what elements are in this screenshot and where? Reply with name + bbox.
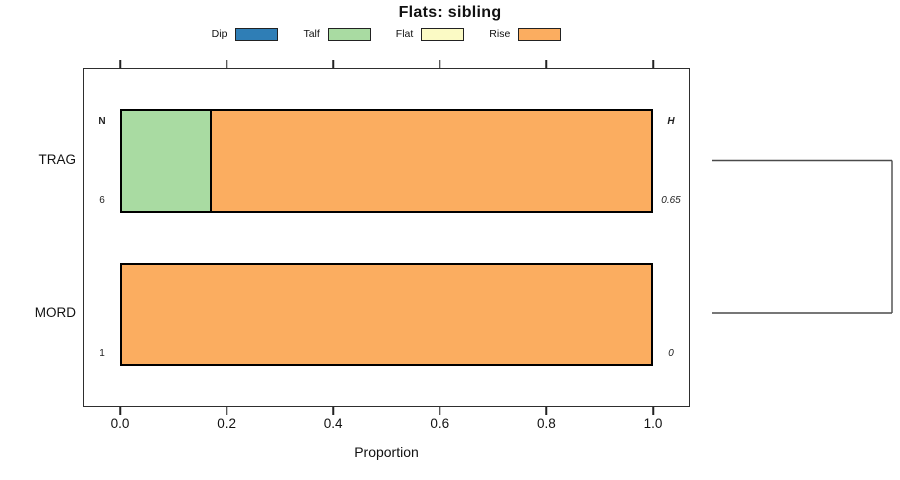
axis-tick: [225, 407, 228, 415]
bar-row-mord: 1 0: [84, 263, 689, 366]
legend-label: Dip: [211, 28, 228, 40]
x-tick-label: 1.0: [643, 416, 663, 431]
h-value-mord: 0: [668, 348, 674, 359]
legend-swatch-flat: [421, 27, 465, 41]
bar-segment-talf: [122, 111, 211, 211]
x-axis-bottom-ticks: [119, 407, 654, 415]
axis-tick: [652, 60, 654, 68]
bar-mord: [120, 263, 653, 366]
y-label-mord: MORD: [34, 305, 76, 320]
n-value-mord: 1: [99, 348, 105, 359]
plot-area: N 6 H 0.65 1 0: [83, 68, 690, 407]
x-axis-tick-labels: 0.0 0.2 0.4 0.6 0.8 1.0: [111, 416, 663, 434]
axis-tick: [119, 407, 121, 415]
legend-label: Flat: [395, 28, 414, 40]
axis-tick: [439, 407, 441, 415]
axis-tick: [439, 60, 441, 68]
n-header: N: [98, 116, 106, 127]
legend-item-talf: Talf: [303, 27, 371, 41]
bar-segment-rise: [210, 111, 651, 211]
n-column-mord: 1: [84, 263, 120, 366]
axis-tick: [332, 60, 334, 68]
legend-item-dip: Dip: [211, 27, 279, 41]
x-tick-label: 0.0: [110, 416, 130, 431]
h-value-trag: 0.65: [661, 195, 681, 206]
n-column-trag: N 6: [84, 109, 120, 213]
x-tick-label: 0.2: [217, 416, 236, 431]
axis-tick: [545, 60, 548, 68]
axis-tick: [225, 60, 228, 68]
x-axis-title: Proportion: [354, 444, 419, 460]
x-tick-label: 0.8: [537, 416, 556, 431]
legend-item-rise: Rise: [489, 27, 562, 41]
legend: Dip Talf Flat Rise: [83, 25, 690, 43]
axis-tick: [545, 407, 548, 415]
chart-title: Flats: sibling: [398, 4, 502, 21]
legend-swatch-talf: [327, 27, 371, 41]
axis-tick: [119, 60, 121, 68]
n-value-trag: 6: [99, 195, 105, 206]
axis-tick: [332, 407, 334, 415]
bar-trag: [120, 109, 653, 213]
h-column-mord: 0: [654, 263, 688, 366]
x-tick-label: 0.6: [430, 416, 450, 431]
bar-row-trag: N 6 H 0.65: [84, 109, 689, 213]
y-label-trag: TRAG: [38, 152, 76, 167]
x-axis-top-ticks: [119, 60, 654, 68]
legend-label: Rise: [489, 28, 511, 40]
legend-swatch-dip: [235, 27, 279, 41]
h-column-trag: H 0.65: [654, 109, 688, 213]
legend-item-flat: Flat: [395, 27, 465, 41]
legend-label: Talf: [303, 28, 320, 40]
x-tick-label: 0.4: [323, 416, 343, 431]
legend-swatch-rise: [518, 27, 562, 41]
bar-segment-rise: [122, 265, 651, 364]
dendrogram-bracket: [712, 159, 893, 314]
axis-tick: [652, 407, 654, 415]
h-header: H: [667, 116, 675, 127]
